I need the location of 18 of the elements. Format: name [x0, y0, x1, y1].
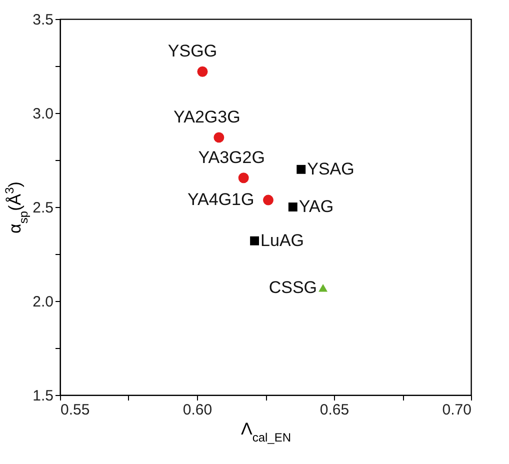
y-tick-label: 2.0	[32, 294, 54, 310]
annotation: LuAG	[260, 230, 304, 250]
y-tick-label: 3.5	[32, 12, 54, 28]
annotation: YA3G2G	[198, 148, 265, 167]
y-tick-label: 2.5	[32, 200, 54, 216]
annotation: CSSG	[268, 278, 318, 297]
annotation: YSAG	[307, 159, 354, 178]
y-tick-label: 3.0	[32, 106, 54, 122]
y-tick-label: 1.5	[32, 388, 54, 404]
annotation: YA2G3G	[174, 107, 240, 126]
x-tick-label: 0.55	[60, 402, 90, 418]
x-axis-title: Λ$_{cal_EN}$	[240, 420, 292, 444]
x-tick-label: 0.65	[320, 402, 350, 418]
annotation: YAG	[298, 197, 334, 216]
annotation: YSGG	[168, 42, 218, 61]
x-tick-label: 0.70	[442, 402, 472, 418]
annotation: YA4G1G	[187, 190, 254, 210]
x-tick-label: 0.60	[182, 402, 212, 418]
